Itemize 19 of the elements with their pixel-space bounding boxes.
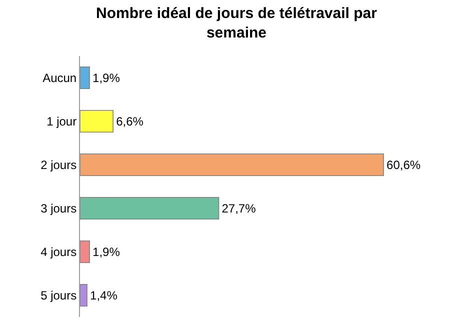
bar: [80, 66, 90, 90]
bar: [80, 284, 88, 307]
bar: [80, 153, 384, 176]
data-label: 27,7%: [222, 201, 256, 216]
data-label: 1,4%: [90, 288, 118, 302]
data-label: 6,6%: [116, 114, 144, 128]
data-label: 1,9%: [92, 244, 120, 259]
y-tick-label: 5 jours: [40, 288, 77, 302]
bar: [80, 110, 114, 133]
y-tick-label: Aucun: [42, 70, 77, 85]
chart-title: Nombre idéal de jours de télétravail par semaine: [96, 5, 378, 42]
y-tick-label: 3 jours: [40, 201, 77, 216]
y-tick-label: 1 jour: [46, 114, 77, 128]
data-label: 1,9%: [92, 70, 120, 85]
y-tick-label: 4 jours: [40, 244, 77, 259]
y-tick-label: 2 jours: [40, 158, 77, 172]
bar: [80, 240, 90, 264]
bar: [80, 196, 220, 220]
data-label: 60,6%: [386, 158, 421, 172]
